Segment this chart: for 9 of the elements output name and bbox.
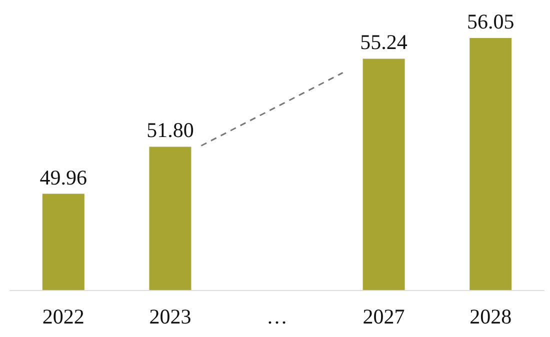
data-label: 49.96 (40, 165, 88, 190)
data-label: 55.24 (360, 30, 408, 54)
x-tick-label: … (266, 304, 288, 328)
x-tick-label: 2027 (362, 304, 405, 328)
x-tick-label: 2023 (149, 304, 192, 328)
data-label: 56.05 (466, 10, 514, 34)
x-tick-label: 2022 (42, 304, 84, 328)
data-label: 51.80 (146, 118, 194, 142)
x-tick-label: 2028 (470, 304, 512, 328)
